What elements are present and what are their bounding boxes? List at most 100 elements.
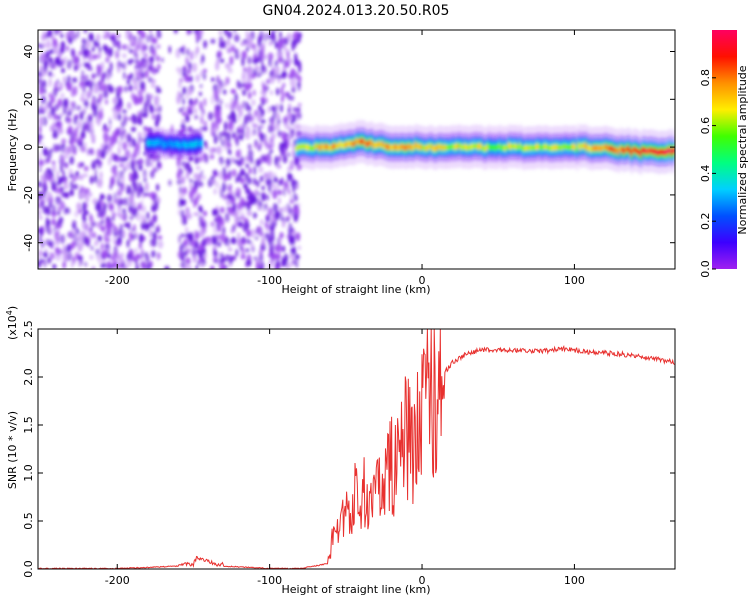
noise-speckle <box>100 242 104 251</box>
noise-speckle <box>96 64 102 74</box>
noise-speckle <box>229 255 233 265</box>
noise-speckle <box>94 239 99 247</box>
noise-speckle <box>53 49 59 55</box>
noise-speckle <box>267 105 271 114</box>
ridge-cell <box>175 141 179 147</box>
ridge-cell <box>419 144 424 150</box>
ridge-cell <box>659 148 663 155</box>
ridge-cell <box>299 143 303 150</box>
noise-speckle <box>138 163 143 171</box>
noise-speckle <box>145 108 148 115</box>
noise-speckle <box>235 248 239 257</box>
noise-speckle <box>122 109 127 114</box>
noise-speckle <box>277 189 283 196</box>
noise-speckle <box>82 125 86 133</box>
noise-speckle <box>263 242 267 247</box>
noise-speckle <box>266 78 270 85</box>
ridge-cell <box>153 140 157 147</box>
ridge-cell <box>332 143 336 150</box>
noise-speckle <box>116 52 119 59</box>
noise-speckle <box>40 200 44 209</box>
noise-speckle <box>257 191 261 197</box>
noise-speckle <box>177 209 182 216</box>
ridge-cell <box>630 150 634 156</box>
noise-speckle <box>125 183 128 190</box>
noise-speckle <box>164 265 170 269</box>
noise-speckle <box>135 259 138 266</box>
noise-speckle <box>60 92 65 99</box>
ridge-cell <box>643 147 647 154</box>
ridge-cell <box>496 143 501 150</box>
noise-speckle <box>122 141 128 151</box>
noise-speckle <box>69 156 75 165</box>
noise-speckle <box>121 44 126 50</box>
ridge-cell <box>295 145 300 152</box>
ridge-cell <box>341 143 345 149</box>
noise-speckle <box>246 229 252 237</box>
ridge-cell <box>394 143 398 150</box>
ridge-cell <box>476 144 481 150</box>
noise-speckle <box>232 202 236 213</box>
ridge-cell <box>416 143 420 150</box>
noise-speckle <box>179 199 186 205</box>
noise-speckle <box>297 112 302 120</box>
colorbar-gradient <box>712 30 737 269</box>
ridge-cell <box>558 144 563 151</box>
noise-speckle <box>207 111 214 121</box>
noise-speckle <box>273 105 278 115</box>
ridge-cell <box>379 141 384 148</box>
noise-speckle <box>185 115 190 123</box>
noise-speckle <box>283 188 286 197</box>
noise-speckle <box>61 156 65 165</box>
ridge-cell <box>666 148 671 155</box>
colorbar-tick-label: 0.2 <box>699 212 712 230</box>
noise-speckle <box>138 110 142 117</box>
x-tick-label: -200 <box>105 574 130 587</box>
noise-speckle <box>240 156 245 162</box>
ridge-cell <box>665 149 669 155</box>
noise-speckle <box>86 63 91 71</box>
noise-speckle <box>253 47 257 55</box>
ridge-cell <box>315 142 320 149</box>
noise-speckle <box>137 131 143 138</box>
ridge-cell <box>343 142 347 148</box>
ridge-cell <box>387 144 391 151</box>
noise-speckle <box>123 85 128 93</box>
noise-speckle <box>138 157 143 166</box>
noise-speckle <box>126 101 132 110</box>
noise-speckle <box>132 171 139 181</box>
noise-speckle <box>80 162 84 167</box>
noise-speckle <box>149 63 153 73</box>
noise-speckle <box>120 132 123 142</box>
noise-speckle <box>278 38 285 48</box>
colorbar-tick-label: 0.0 <box>699 260 712 278</box>
noise-speckle <box>80 85 84 90</box>
noise-speckle <box>250 156 254 165</box>
noise-speckle <box>131 161 135 171</box>
noise-speckle <box>131 113 137 123</box>
noise-speckle <box>204 154 209 164</box>
noise-speckle <box>126 251 132 262</box>
noise-speckle <box>281 220 286 228</box>
noise-speckle <box>229 55 234 66</box>
ridge-cell <box>179 143 183 149</box>
noise-speckle <box>132 180 137 190</box>
ridge-cell <box>515 143 519 150</box>
noise-speckle <box>291 143 295 153</box>
noise-speckle <box>48 62 52 68</box>
ridge-cell <box>323 144 327 151</box>
ridge-cell <box>586 145 590 152</box>
ridge-cell <box>465 144 470 151</box>
ridge-cell <box>408 143 413 150</box>
noise-speckle <box>241 102 245 109</box>
noise-speckle <box>157 235 163 240</box>
noise-speckle <box>289 159 295 170</box>
noise-speckle <box>93 40 97 47</box>
noise-speckle <box>138 186 142 197</box>
noise-speckle <box>122 229 126 239</box>
noise-speckle <box>191 239 196 247</box>
noise-speckle <box>250 242 255 251</box>
noise-speckle <box>271 34 276 44</box>
noise-speckle <box>67 145 72 155</box>
noise-speckle <box>117 66 121 74</box>
